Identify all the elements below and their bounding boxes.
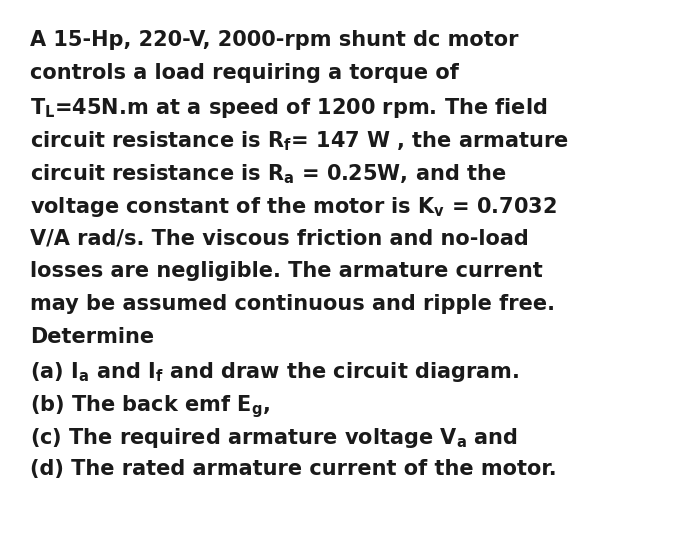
Text: voltage constant of the motor is $\mathbf{K_v}$ = 0.7032: voltage constant of the motor is $\mathb…: [30, 195, 556, 219]
Text: (a) $\mathbf{I_a}$ and $\mathbf{I_f}$ and draw the circuit diagram.: (a) $\mathbf{I_a}$ and $\mathbf{I_f}$ an…: [30, 360, 519, 384]
Text: controls a load requiring a torque of: controls a load requiring a torque of: [30, 63, 459, 83]
Text: Determine: Determine: [30, 327, 154, 347]
Text: A 15-Hp, 220-V, 2000-rpm shunt dc motor: A 15-Hp, 220-V, 2000-rpm shunt dc motor: [30, 30, 519, 50]
Text: V/A rad/s. The viscous friction and no-load: V/A rad/s. The viscous friction and no-l…: [30, 228, 528, 248]
Text: losses are negligible. The armature current: losses are negligible. The armature curr…: [30, 261, 542, 281]
Text: circuit resistance is $\mathbf{R_f}$= 147 W , the armature: circuit resistance is $\mathbf{R_f}$= 14…: [30, 129, 568, 153]
Text: $\mathbf{T_L}$=45N.m at a speed of 1200 rpm. The field: $\mathbf{T_L}$=45N.m at a speed of 1200 …: [30, 96, 547, 120]
Text: circuit resistance is $\mathbf{R_a}$ = 0.25W, and the: circuit resistance is $\mathbf{R_a}$ = 0…: [30, 162, 506, 185]
Text: (d) The rated armature current of the motor.: (d) The rated armature current of the mo…: [30, 459, 556, 479]
Text: (c) The required armature voltage $\mathbf{V_a}$ and: (c) The required armature voltage $\math…: [30, 426, 518, 450]
Text: (b) The back emf $\mathbf{E_g}$,: (b) The back emf $\mathbf{E_g}$,: [30, 393, 270, 420]
Text: may be assumed continuous and ripple free.: may be assumed continuous and ripple fre…: [30, 294, 555, 314]
